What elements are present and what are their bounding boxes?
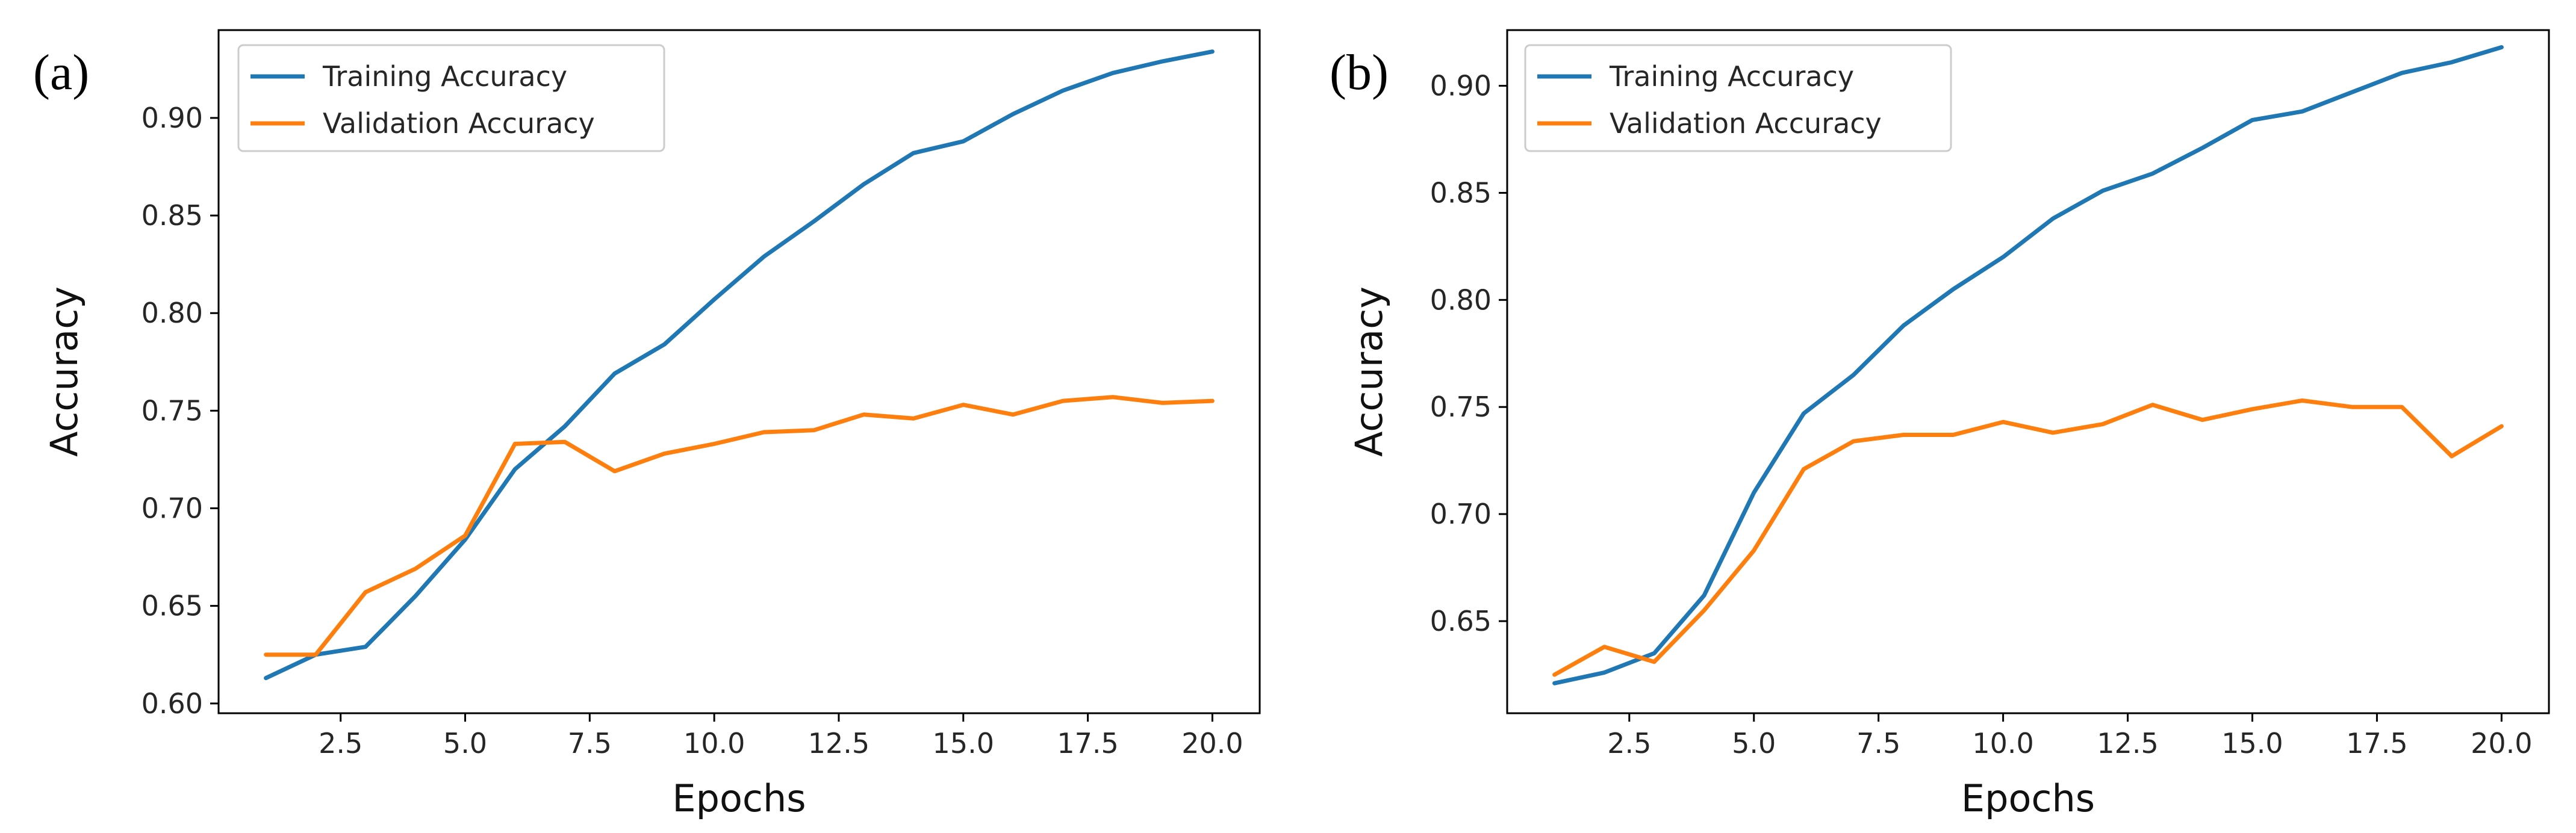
x-axis-title: Epochs	[672, 776, 806, 820]
chart-panel-a: (a) 2.5 5.0 7.5 10.0 12.5 15.0 17.5 20.0 0.60 0.65…	[33, 29, 1261, 820]
y-tick-label: 0.85	[1430, 176, 1492, 209]
x-tick-label: 10.0	[683, 727, 745, 760]
y-tick-label: 0.90	[1430, 70, 1492, 102]
panel-label: (b)	[1330, 45, 1389, 101]
y-tick-label: 0.75	[142, 394, 203, 427]
y-tick-label: 0.65	[142, 590, 203, 622]
plot-frame	[217, 29, 1261, 714]
validation-accuracy-line	[1552, 398, 2504, 677]
y-axis-title: Accuracy	[42, 286, 86, 457]
y-tick-label: 0.80	[142, 297, 203, 329]
plot-frame	[1506, 29, 2550, 714]
legend-validation-label: Validation Accuracy	[1610, 107, 1882, 140]
x-tick-label: 2.5	[319, 727, 362, 760]
y-tick-label: 0.60	[142, 687, 203, 720]
x-tick-label: 20.0	[1181, 727, 1243, 760]
x-tick-label: 20.0	[2471, 727, 2532, 760]
legend: Training Accuracy Validation Accuracy	[1524, 44, 1952, 152]
x-tick-label: 12.5	[2097, 727, 2158, 760]
x-axis-title: Epochs	[1961, 776, 2095, 820]
x-tick-label: 5.0	[1732, 727, 1776, 760]
x-tick-label: 5.0	[443, 727, 487, 760]
y-tick-label: 0.85	[142, 199, 203, 232]
x-tick-label: 15.0	[2221, 727, 2283, 760]
validation-accuracy-line	[264, 395, 1215, 657]
training-accuracy-line	[264, 49, 1215, 681]
y-axis-title: Accuracy	[1347, 286, 1391, 457]
y-tick-label: 0.80	[1430, 283, 1492, 316]
x-tick-label: 15.0	[933, 727, 994, 760]
x-tick-label: 17.5	[1057, 727, 1118, 760]
x-tick-label: 12.5	[808, 727, 870, 760]
legend-training-label: Training Accuracy	[322, 60, 567, 93]
y-tick-label: 0.75	[1430, 391, 1492, 423]
legend-box	[1524, 44, 1952, 152]
y-tick-label: 0.70	[142, 492, 203, 525]
x-tick-label: 7.5	[568, 727, 612, 760]
x-tick-label: 2.5	[1607, 727, 1651, 760]
x-tick-label: 17.5	[2346, 727, 2407, 760]
panel-label: (a)	[33, 45, 89, 101]
x-tick-label: 10.0	[1972, 727, 2033, 760]
chart-panel-b: (b) 2.5 5.0 7.5 10.0 12.5 15.0 17.5 20.0 0.65 0.70…	[1330, 29, 2550, 820]
training-accuracy-line	[1552, 45, 2504, 686]
x-tick-label: 7.5	[1856, 727, 1900, 760]
legend-training-label: Training Accuracy	[1609, 60, 1854, 93]
legend-validation-label: Validation Accuracy	[323, 107, 595, 140]
legend-box	[237, 44, 665, 152]
y-tick-label: 0.70	[1430, 498, 1492, 530]
y-tick-label: 0.90	[142, 102, 203, 134]
y-tick-label: 0.65	[1430, 605, 1492, 637]
legend: Training Accuracy Validation Accuracy	[237, 44, 665, 152]
